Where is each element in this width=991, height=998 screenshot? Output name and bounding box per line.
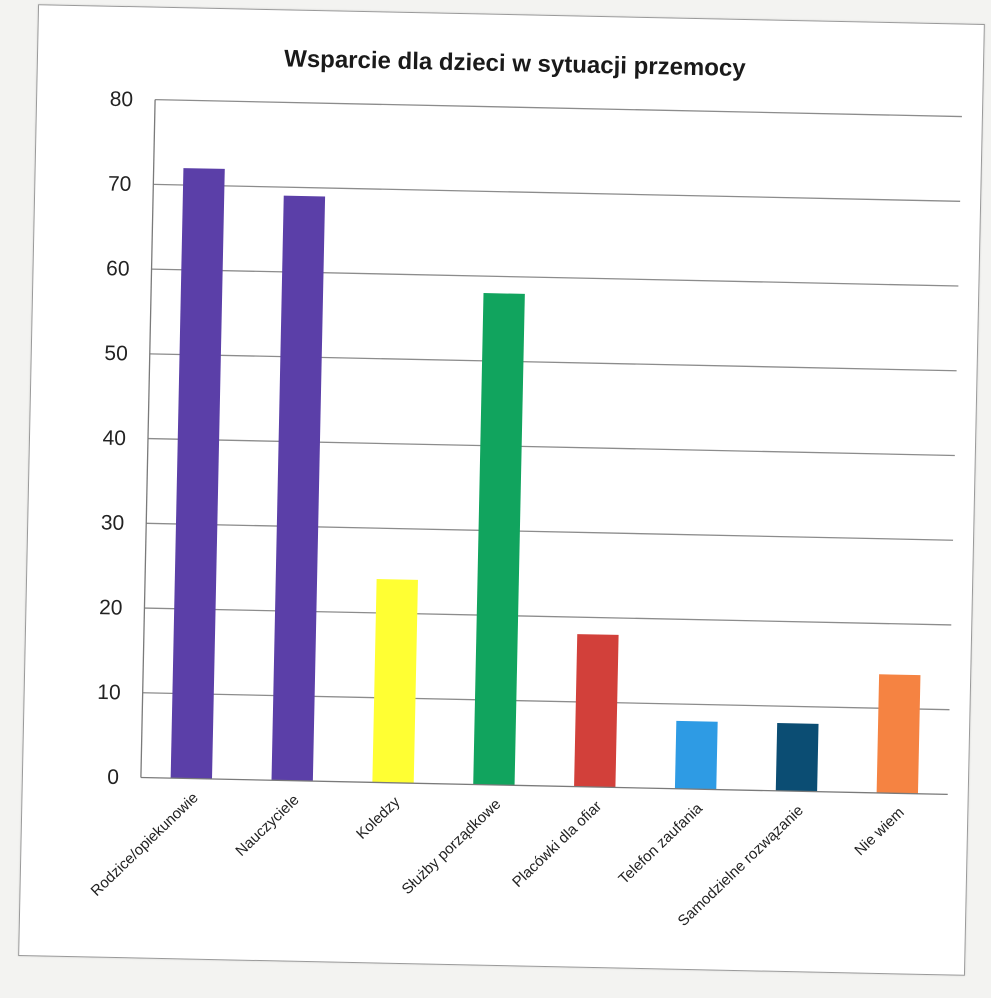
x-tick-label: Placówki dla ofiar [509, 798, 605, 891]
gridline [155, 99, 962, 118]
y-tick-label: 70 [108, 172, 132, 195]
y-tick-label: 0 [107, 766, 119, 789]
bar [271, 195, 326, 782]
gridline [149, 353, 957, 372]
bar [473, 293, 525, 786]
y-tick-label: 20 [99, 596, 123, 619]
y-tick-label: 40 [102, 427, 126, 450]
gridline [142, 692, 950, 711]
x-tick-label: Koledzy [353, 793, 404, 843]
bar [674, 720, 718, 790]
gridline [147, 437, 955, 457]
bar [876, 674, 921, 794]
x-tick-label: Rodzice/opiekunowie [88, 789, 202, 899]
x-axis-ticks: Rodzice/opiekunowie Nauczyciele KoledzySłu… [88, 789, 908, 929]
bar [170, 168, 225, 780]
y-tick-label: 60 [106, 257, 130, 280]
y-tick-label: 30 [101, 511, 125, 534]
bar-chart: Wsparcie dla dzieci w sytuacji przemocy … [88, 45, 962, 930]
gridlines [142, 99, 962, 711]
gridline [146, 522, 954, 541]
gridline [153, 183, 961, 202]
y-tick-label: 50 [104, 342, 128, 365]
y-tick-label: 80 [109, 88, 133, 111]
x-tick-label: Służby porządkowe [399, 796, 505, 898]
x-tick-label: Telefon zaufania [615, 799, 706, 887]
bars [170, 168, 921, 794]
x-tick-label: Nauczyciele [232, 791, 302, 859]
y-axis-line [140, 99, 156, 778]
x-axis-line [140, 776, 948, 796]
bar [775, 723, 819, 792]
gridline [144, 607, 952, 626]
gridline [151, 268, 959, 287]
bar [372, 579, 418, 784]
y-tick-label: 10 [97, 681, 121, 704]
bar [574, 634, 619, 788]
chart-title: Wsparcie dla dzieci w sytuacji przemocy [284, 45, 747, 82]
x-tick-label: Nie wiem [851, 804, 907, 859]
chart-frame: Wsparcie dla dzieci w sytuacji przemocy … [18, 4, 985, 976]
y-axis-ticks: 0 10 20 30 40 50 60 70 80 [97, 88, 133, 789]
